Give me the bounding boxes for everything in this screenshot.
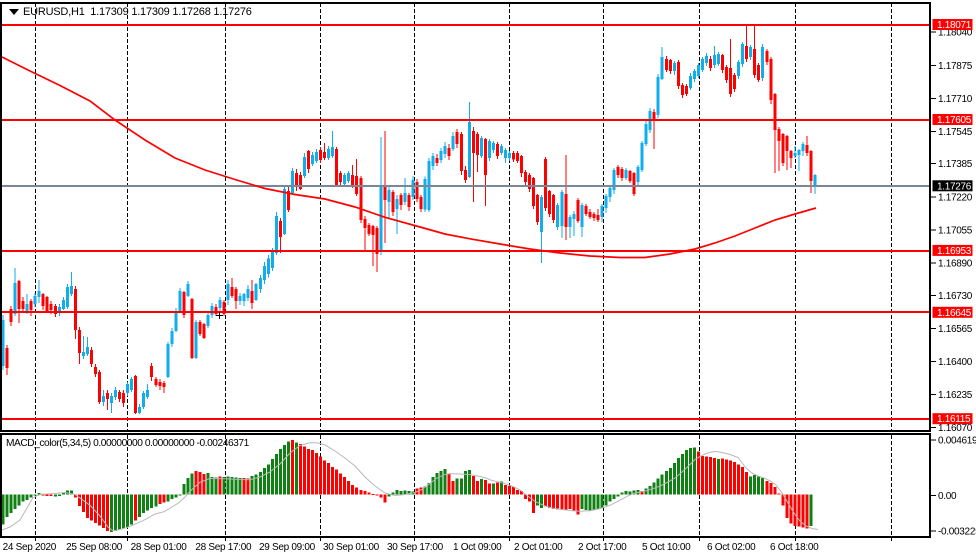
svg-text:MACD_color(5,34,5) 0.00000000: MACD_color(5,34,5) 0.00000000 0.00000000… <box>6 438 250 449</box>
svg-text:1.17385: 1.17385 <box>938 159 973 170</box>
svg-text:1.16400: 1.16400 <box>938 357 973 368</box>
svg-text:2 Oct 01:00: 2 Oct 01:00 <box>514 542 563 553</box>
svg-text:1.16115: 1.16115 <box>937 414 971 425</box>
svg-text:29 Sep 09:00: 29 Sep 09:00 <box>259 542 316 553</box>
svg-text:30 Sep 17:00: 30 Sep 17:00 <box>387 542 444 553</box>
svg-text:1.16953: 1.16953 <box>937 246 972 257</box>
svg-text:0.0046191: 0.0046191 <box>938 436 976 447</box>
svg-text:1.18071: 1.18071 <box>937 20 972 31</box>
svg-text:28 Sep 01:00: 28 Sep 01:00 <box>131 542 188 553</box>
svg-text:1.17605: 1.17605 <box>937 115 972 126</box>
svg-text:1.16730: 1.16730 <box>938 291 973 302</box>
svg-text:1.18040: 1.18040 <box>938 28 973 39</box>
svg-text:1.16235: 1.16235 <box>938 390 973 401</box>
svg-text:1.16070: 1.16070 <box>938 423 973 434</box>
svg-text:6 Oct 02:00: 6 Oct 02:00 <box>707 542 756 553</box>
svg-text:1.17710: 1.17710 <box>938 94 973 105</box>
svg-text:24 Sep 2020: 24 Sep 2020 <box>3 542 57 553</box>
svg-text:5 Oct 10:00: 5 Oct 10:00 <box>642 542 691 553</box>
svg-text:30 Sep 01:00: 30 Sep 01:00 <box>323 542 380 553</box>
svg-text:1.17055: 1.17055 <box>938 225 973 236</box>
svg-text:1.17276: 1.17276 <box>937 181 972 192</box>
svg-text:1.17875: 1.17875 <box>938 61 973 72</box>
svg-text:1.16890: 1.16890 <box>938 259 973 270</box>
svg-text:-0.003225: -0.003225 <box>938 527 976 538</box>
svg-text:0.00: 0.00 <box>938 491 957 502</box>
svg-text:6 Oct 18:00: 6 Oct 18:00 <box>770 542 819 553</box>
svg-text:28 Sep 17:00: 28 Sep 17:00 <box>195 542 252 553</box>
svg-text:1.17545: 1.17545 <box>938 127 973 138</box>
svg-text:2 Oct 17:00: 2 Oct 17:00 <box>578 542 627 553</box>
svg-text:1.17220: 1.17220 <box>938 192 973 203</box>
svg-text:EURUSD,H1 1.17309 1.17309 1.1: EURUSD,H1 1.17309 1.17309 1.17268 1.1727… <box>23 6 252 18</box>
svg-text:1.16565: 1.16565 <box>938 324 973 335</box>
svg-text:1.16645: 1.16645 <box>937 308 972 319</box>
svg-text:1 Oct 09:00: 1 Oct 09:00 <box>453 542 502 553</box>
svg-text:25 Sep 08:00: 25 Sep 08:00 <box>66 542 123 553</box>
